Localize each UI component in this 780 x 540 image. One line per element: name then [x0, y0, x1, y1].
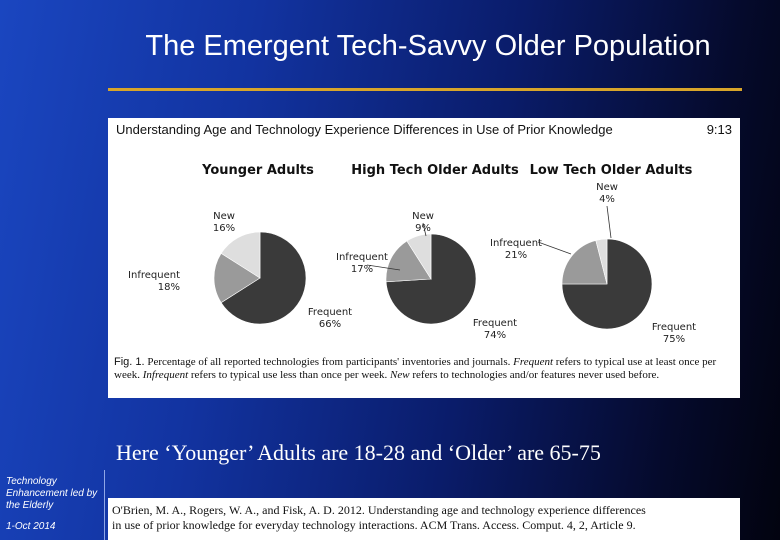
figure-panel: Understanding Age and Technology Experie… — [108, 118, 740, 398]
caption-new: New — [390, 369, 410, 381]
pie-slice-frequent — [220, 231, 307, 325]
pie-slice-infrequent — [213, 252, 261, 304]
label-leader-line — [422, 222, 427, 237]
pie-slice-infrequent — [561, 240, 608, 285]
slice-label-name: New — [596, 182, 618, 193]
slice-label-value: 66% — [319, 319, 341, 330]
footer-date: 1-Oct 2014 — [6, 521, 56, 532]
caption-text-3: refers to typical use less than once per… — [190, 369, 388, 381]
slice-label-value: 18% — [158, 282, 180, 293]
citation-line-1: O'Brien, M. A., Rogers, W. A., and Fisk,… — [112, 503, 646, 517]
slice-label-value: 9% — [415, 223, 431, 234]
pie-title: Low Tech Older Adults — [530, 163, 693, 178]
slice-label-name: Infrequent — [128, 270, 180, 281]
caption-text-2: refers to typical use at least once per … — [114, 356, 717, 381]
title-underline — [108, 88, 742, 91]
slice-label-name: New — [213, 211, 235, 222]
pie-title: Younger Adults — [201, 163, 314, 178]
figure-header-page: 9:13 — [706, 122, 732, 137]
footer-label: Technology Enhancement led by the Elderl… — [6, 476, 98, 511]
pie-charts: Younger AdultsFrequent66%Infrequent18%Ne… — [128, 163, 696, 345]
slice-label-name: Frequent — [652, 322, 696, 333]
slice-label-value: 21% — [505, 250, 527, 261]
label-leader-line — [366, 264, 401, 271]
caption-text-4: refers to technologies and/or features n… — [412, 369, 660, 381]
pie-slice-new — [220, 231, 261, 279]
label-leader-line — [606, 205, 612, 239]
slice-label-value: 74% — [484, 330, 506, 341]
citation-box: O'Brien, M. A., Rogers, W. A., and Fisk,… — [108, 498, 740, 540]
slice-label-name: Frequent — [473, 318, 517, 329]
footer-divider — [104, 470, 105, 540]
pie-title: High Tech Older Adults — [351, 163, 519, 178]
pie-slice-frequent — [561, 238, 653, 330]
age-range-note: Here ‘Younger’ Adults are 18-28 and ‘Old… — [116, 440, 601, 465]
caption-label: Fig. 1. — [114, 356, 145, 368]
pie-slice-new — [406, 233, 432, 281]
slice-label-name: Infrequent — [490, 238, 542, 249]
caption-infrequent: Infrequent — [142, 369, 189, 381]
slice-label-name: Frequent — [308, 307, 352, 318]
figure-caption: Fig. 1. Percentage of all reported techn… — [114, 356, 738, 382]
slice-label-name: Infrequent — [336, 252, 388, 263]
slice-label-value: 75% — [663, 334, 685, 345]
pie-slice-new — [595, 238, 608, 285]
caption-text-1: Percentage of all reported technologies … — [147, 356, 511, 368]
caption-frequent: Frequent — [513, 356, 554, 368]
slice-label-name: New — [412, 211, 434, 222]
label-leader-line — [537, 241, 572, 255]
pie-slice-infrequent — [385, 240, 432, 283]
slide-title: The Emergent Tech-Savvy Older Population — [145, 30, 711, 62]
citation-line-2: in use of prior knowledge for everyday t… — [112, 518, 636, 532]
figure-header: Understanding Age and Technology Experie… — [116, 122, 613, 137]
slice-label-value: 4% — [599, 194, 615, 205]
slice-label-value: 16% — [213, 223, 235, 234]
slice-label-value: 17% — [351, 264, 373, 275]
